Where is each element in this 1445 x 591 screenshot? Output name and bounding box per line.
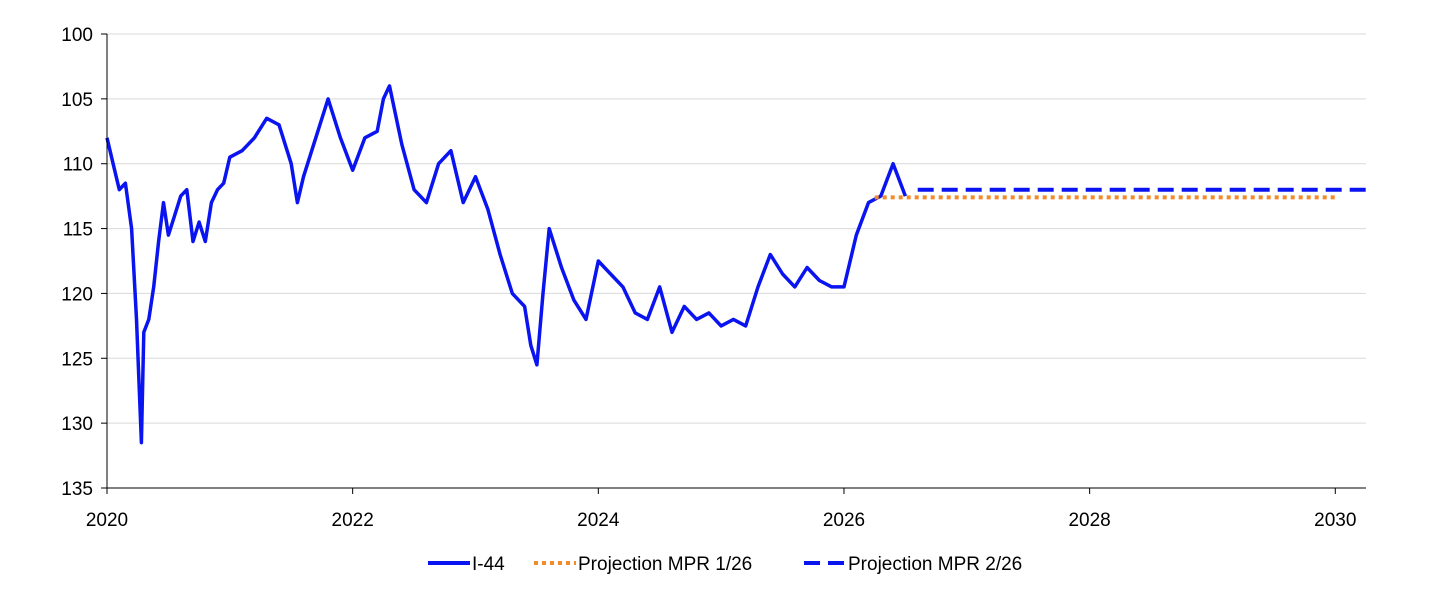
y-tick-label: 105	[61, 90, 93, 111]
legend-label-projection-mpr-1-26: Projection MPR 1/26	[578, 554, 752, 575]
legend-item-projection-mpr-2-26: Projection MPR 2/26	[804, 554, 1022, 575]
x-tick-label: 2030	[1314, 510, 1356, 531]
legend-label-i44: I-44	[472, 554, 505, 575]
legend-label-projection-mpr-2-26: Projection MPR 2/26	[848, 554, 1022, 575]
y-tick-label: 115	[63, 220, 93, 241]
x-tick-label: 2022	[332, 510, 374, 531]
y-tick-label: 110	[63, 155, 93, 176]
x-tick-label: 2026	[823, 510, 865, 531]
y-tick-label: 125	[61, 349, 93, 370]
x-tick-label: 2024	[577, 510, 620, 531]
legend: I-44 Projection MPR 1/26 Projection MPR …	[428, 554, 1022, 575]
y-tick-label: 120	[61, 284, 93, 305]
y-tick-label: 135	[61, 479, 93, 500]
y-tick-label: 130	[61, 414, 93, 435]
y-tick-label: 100	[61, 25, 93, 46]
gridlines	[107, 33, 1366, 424]
series-line-0	[105, 84, 908, 445]
legend-item-projection-mpr-1-26: Projection MPR 1/26	[534, 554, 752, 575]
series-layer	[105, 84, 1366, 445]
axes: 100 105 110 115 120 125 130 135 2020 2022 2024 2026…	[61, 25, 1366, 531]
legend-item-i44: I-44	[428, 554, 505, 575]
x-tick-label: 2020	[86, 510, 128, 531]
x-tick-label: 2028	[1068, 510, 1110, 531]
